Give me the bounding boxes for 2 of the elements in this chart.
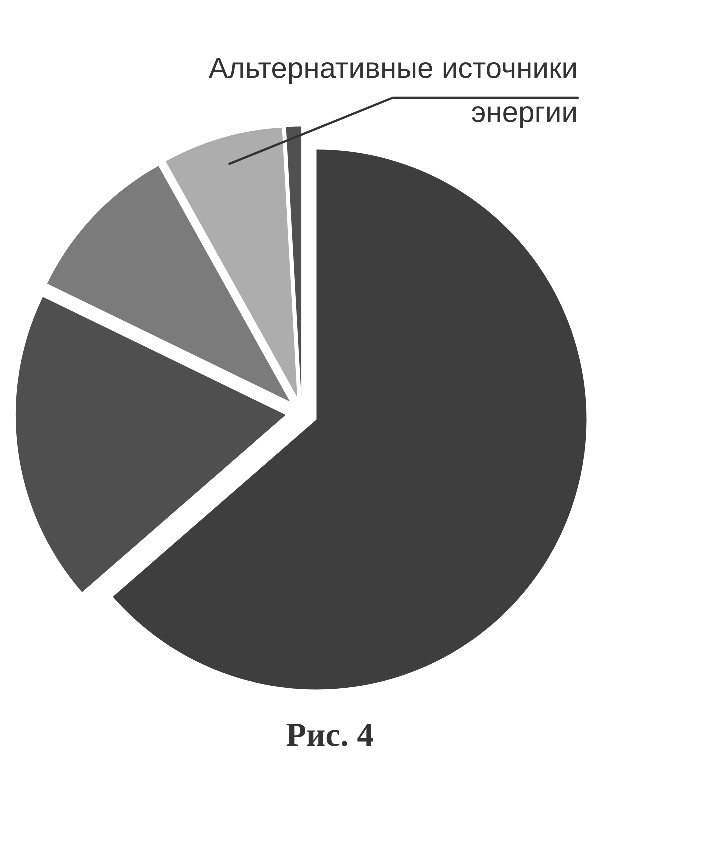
- slice-label: Альтернативные источники энергии: [208, 58, 576, 128]
- text: Рис. 4: [286, 724, 374, 746]
